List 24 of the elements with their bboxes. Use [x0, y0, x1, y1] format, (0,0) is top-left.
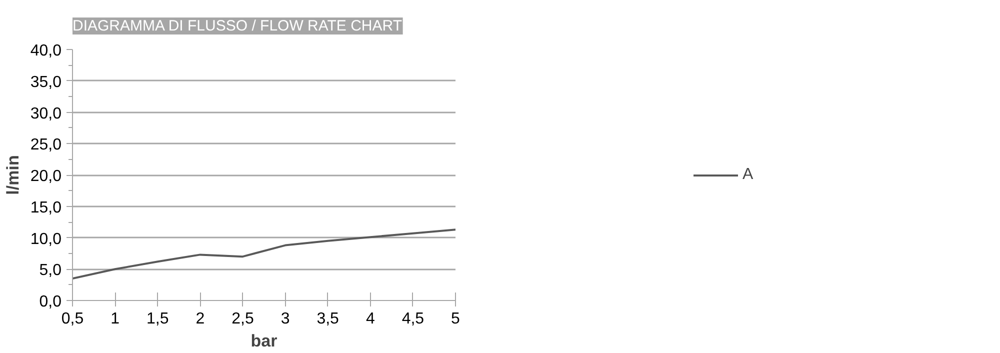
y-tick-label: 15,0 [30, 199, 62, 216]
x-tick-label: 4,5 [402, 310, 424, 328]
y-tick-label: 25,0 [30, 136, 62, 154]
y-tick-label: 35,0 [30, 74, 62, 91]
x-tick-label: 0,5 [61, 310, 84, 328]
x-tick-label: 2 [196, 310, 205, 328]
y-tick-label: 10,0 [30, 230, 62, 248]
y-tick-label: 40,0 [30, 42, 62, 60]
y-tick-label: 0,0 [39, 294, 62, 310]
x-tick-label: 3,5 [316, 310, 340, 328]
x-tick-label: 1 [110, 310, 120, 328]
x-tick-label: 1,5 [146, 310, 169, 328]
x-tick-label: 2,5 [232, 310, 254, 328]
y-tick-label: 20,0 [30, 168, 62, 185]
y-axis-title: l/min [3, 155, 22, 195]
line-series [72, 228, 456, 280]
y-tick-label: 30,0 [30, 105, 62, 122]
chart-title: DIAGRAMMA DI FLUSSO / FLOW RATE CHART [72, 18, 402, 34]
x-tick-label: 5 [451, 310, 460, 328]
x-axis-title: bar [250, 332, 278, 350]
x-tick-label: 3 [280, 310, 290, 328]
legend-label: A [742, 166, 754, 184]
x-tick-label: 4 [366, 310, 375, 328]
y-tick-label: 5,0 [39, 262, 62, 280]
